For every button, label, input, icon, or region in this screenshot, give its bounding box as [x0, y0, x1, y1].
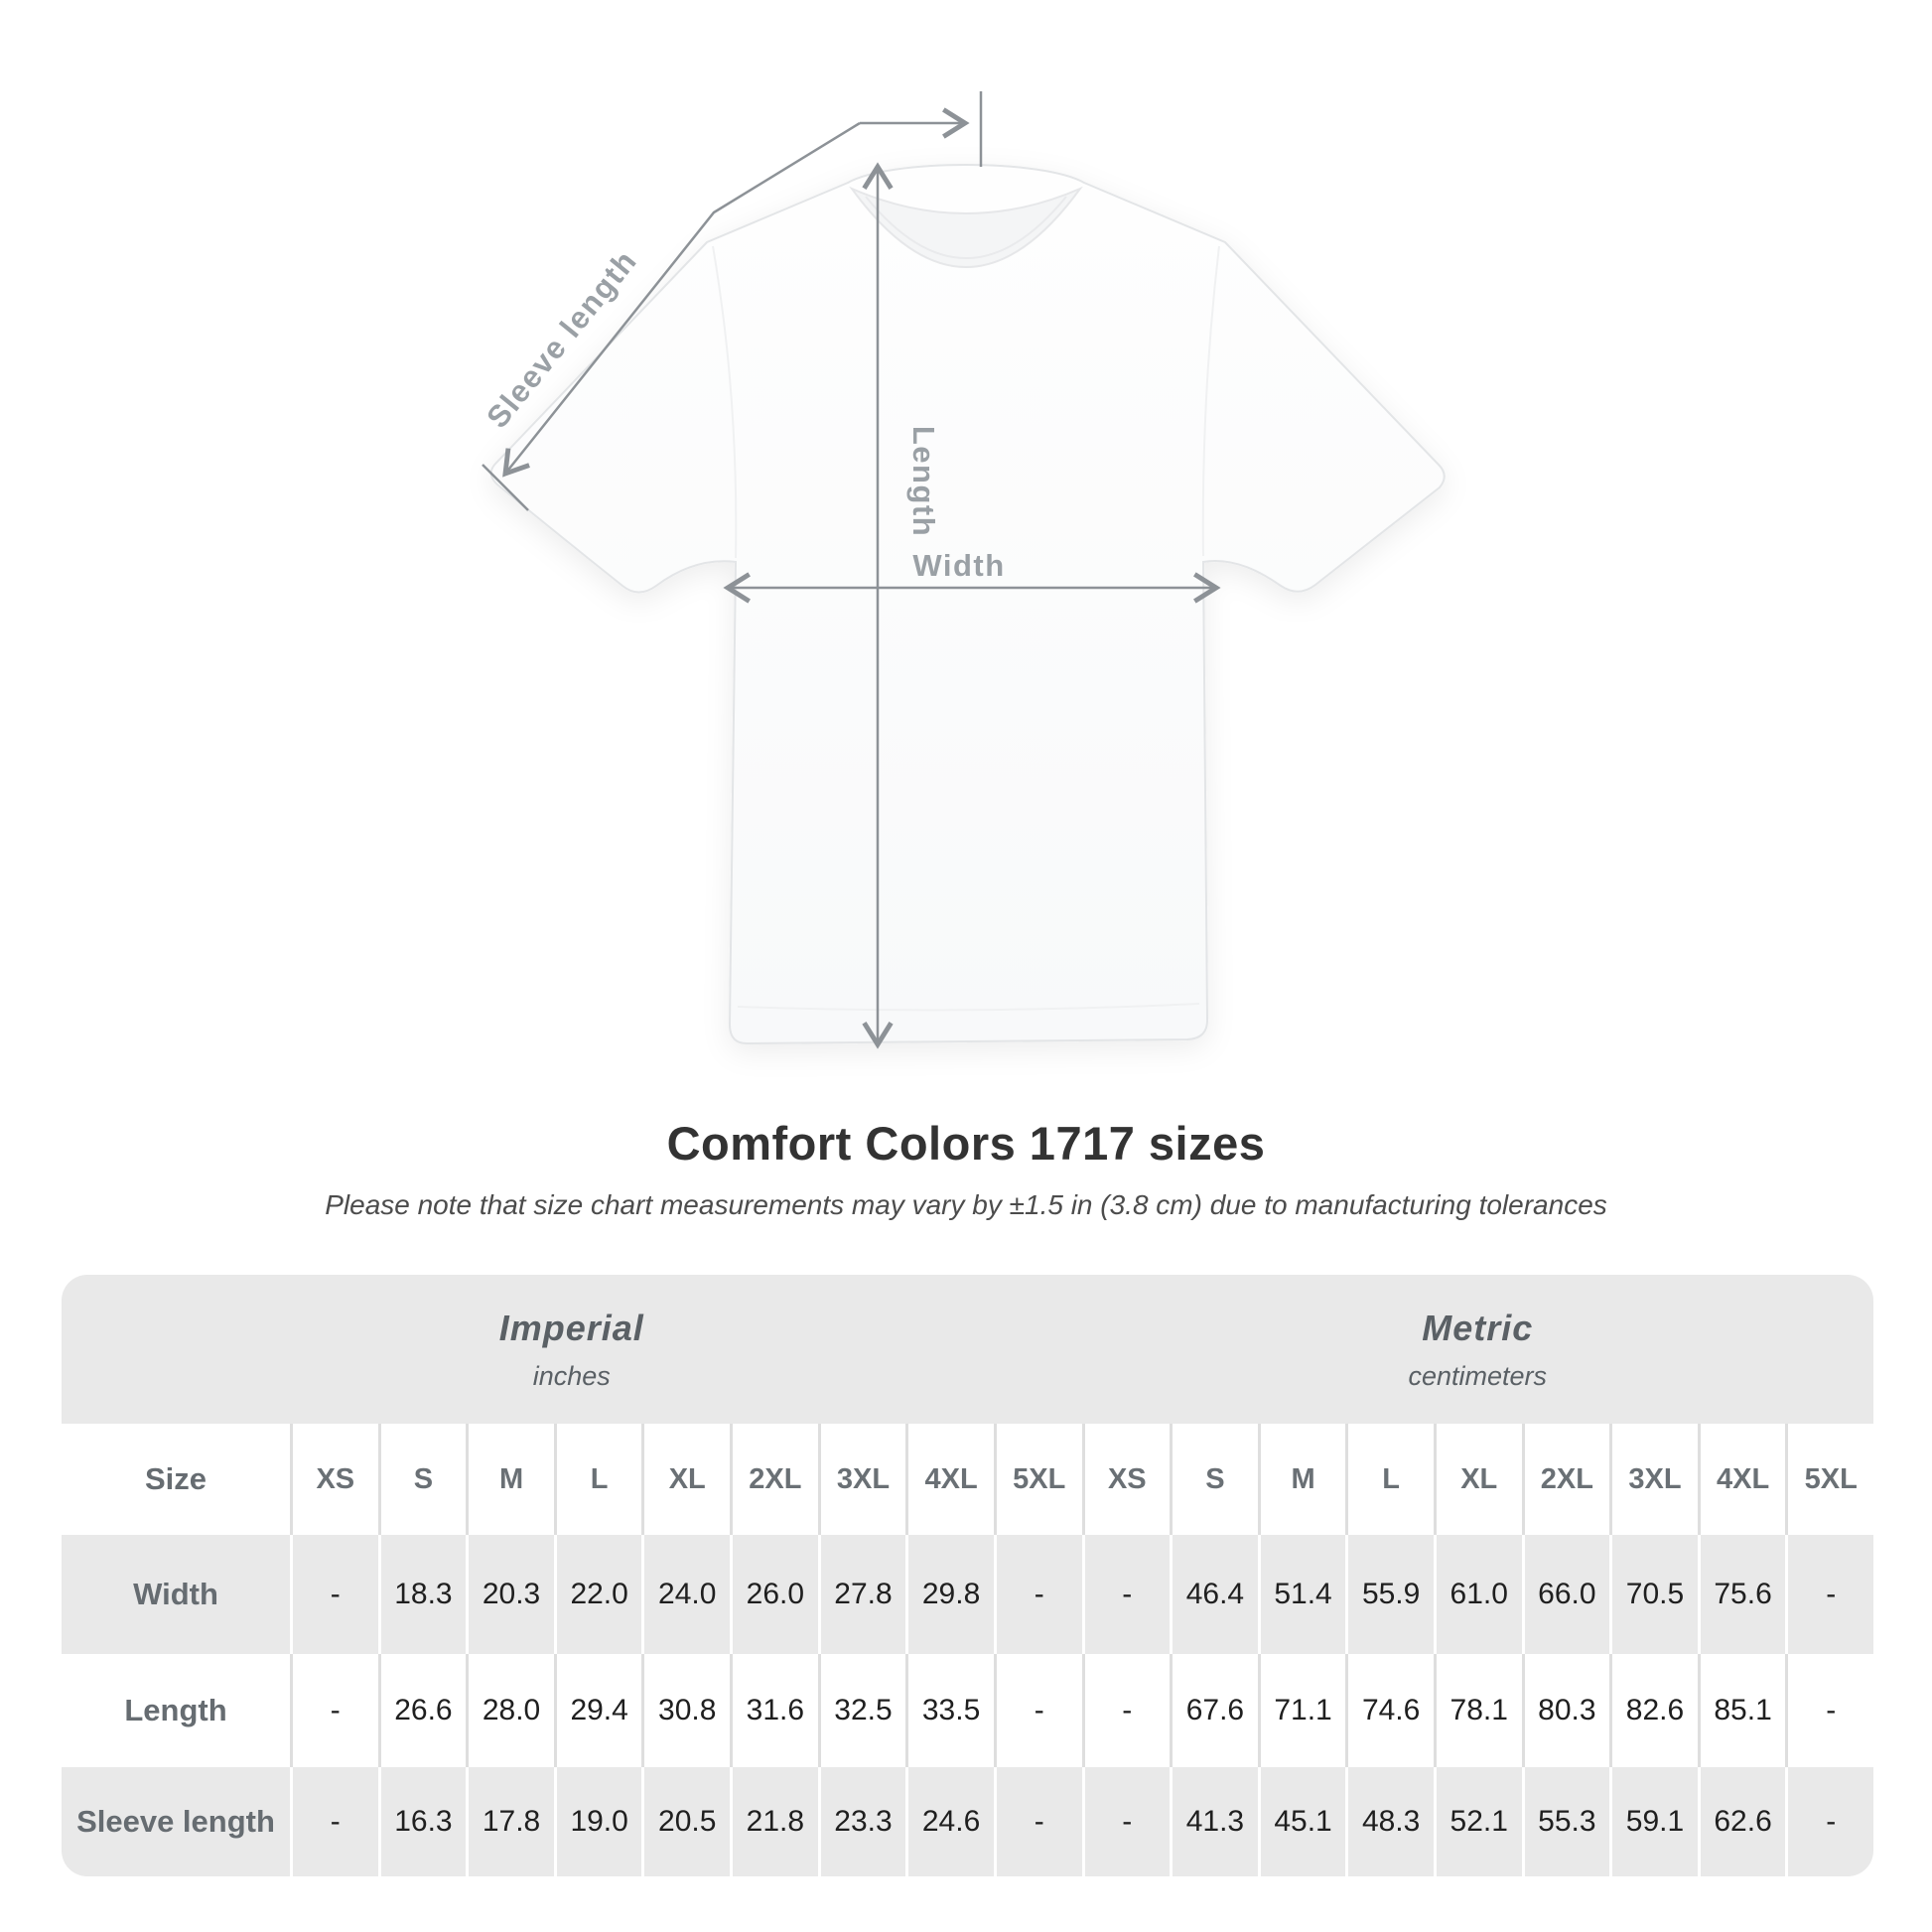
size-column-header: 4XL	[905, 1424, 994, 1535]
size-column-header: M	[1257, 1424, 1346, 1535]
measurement-cell: 18.3	[377, 1535, 467, 1654]
measurement-cell: 24.0	[641, 1535, 731, 1654]
size-column-header: 5XL	[1785, 1424, 1873, 1535]
size-column-header: 3XL	[1609, 1424, 1698, 1535]
tshirt-collar	[849, 186, 1083, 268]
length-label: Length	[906, 426, 941, 537]
measurement-cell: -	[993, 1535, 1082, 1654]
sleeve-length-cuff-tick	[482, 464, 529, 511]
group-header-imperial-units: inches	[532, 1360, 611, 1391]
measurement-cell: 22.0	[553, 1535, 642, 1654]
measurement-cell: 55.3	[1521, 1767, 1610, 1876]
size-column-header: 2XL	[730, 1424, 818, 1535]
size-column-header: S	[1170, 1424, 1258, 1535]
measurement-cell: 26.0	[730, 1535, 818, 1654]
measurement-cell: 21.8	[730, 1767, 818, 1876]
measurement-cell: 52.1	[1433, 1767, 1522, 1876]
measurement-cell: 32.5	[817, 1654, 906, 1767]
measurement-cell: -	[993, 1767, 1082, 1876]
tshirt-left-sleeve-seam	[712, 245, 738, 559]
measurement-cell: 41.3	[1170, 1767, 1258, 1876]
measurement-cell: -	[1785, 1654, 1873, 1767]
measurement-cell: 51.4	[1257, 1535, 1346, 1654]
group-header-metric-units: centimeters	[1408, 1360, 1548, 1391]
measurement-cell: -	[1081, 1535, 1171, 1654]
measurement-cell: 46.4	[1170, 1535, 1258, 1654]
measurement-cell: 19.0	[553, 1767, 642, 1876]
sleeve-length-arrow	[482, 91, 983, 511]
measurement-cell: 85.1	[1697, 1654, 1786, 1767]
measurement-cell: 23.3	[817, 1767, 906, 1876]
measurement-cell: 29.8	[905, 1535, 994, 1654]
page-title: Comfort Colors 1717 sizes	[666, 1117, 1266, 1170]
measurement-cell: 82.6	[1609, 1654, 1698, 1767]
measurement-cell: 67.6	[1170, 1654, 1258, 1767]
size-column-header: 5XL	[993, 1424, 1082, 1535]
size-column-header: 3XL	[817, 1424, 906, 1535]
size-column-header: XS	[290, 1424, 378, 1535]
measurement-cell: 26.6	[377, 1654, 467, 1767]
measurement-cell: 62.6	[1697, 1767, 1786, 1876]
measurement-cell: 27.8	[817, 1535, 906, 1654]
measurement-cell: -	[1785, 1767, 1873, 1876]
measurement-cell: 71.1	[1257, 1654, 1346, 1767]
width-label: Width	[912, 548, 1005, 583]
size-column-header: L	[1345, 1424, 1434, 1535]
size-column-header: XS	[1081, 1424, 1171, 1535]
size-column-header: 2XL	[1521, 1424, 1610, 1535]
row-label: Sleeve length	[62, 1767, 290, 1876]
size-column-header: XL	[641, 1424, 731, 1535]
tshirt-body	[489, 164, 1446, 1045]
measurement-cell: 80.3	[1521, 1654, 1610, 1767]
group-header-metric-label: Metric	[1422, 1307, 1534, 1348]
measurement-cell: 29.4	[553, 1654, 642, 1767]
tshirt-measurement-diagram: Sleeve length Length Width	[480, 91, 1446, 1049]
measurement-cell: -	[1081, 1767, 1171, 1876]
tshirt-illustration	[489, 164, 1446, 1045]
measurement-cell: 66.0	[1521, 1535, 1610, 1654]
measurement-cell: -	[290, 1654, 378, 1767]
size-column-header: 4XL	[1697, 1424, 1786, 1535]
measurement-cell: 31.6	[730, 1654, 818, 1767]
measurement-cell: 55.9	[1345, 1535, 1434, 1654]
measurement-cell: -	[1081, 1654, 1171, 1767]
group-header-imperial-label: Imperial	[498, 1307, 644, 1348]
measurement-cell: -	[993, 1654, 1082, 1767]
measurement-cell: 28.0	[466, 1654, 554, 1767]
group-header-imperial: Imperial inches	[62, 1275, 1082, 1424]
measurement-cell: -	[290, 1535, 378, 1654]
size-column-header: S	[377, 1424, 467, 1535]
size-note: Please note that size chart measurements…	[325, 1189, 1607, 1220]
measurement-cell: 33.5	[905, 1654, 994, 1767]
tshirt-hem-seam	[737, 1003, 1200, 1012]
measurement-cell: 78.1	[1433, 1654, 1522, 1767]
corner-header: Size	[62, 1424, 290, 1535]
measurement-cell: 45.1	[1257, 1767, 1346, 1876]
group-header-metric: Metric centimeters	[1081, 1275, 1873, 1424]
measurement-cell: -	[1785, 1535, 1873, 1654]
measurement-cell: 59.1	[1609, 1767, 1698, 1876]
size-column-header: L	[553, 1424, 642, 1535]
size-table: Imperial inches Metric centimeters Size X…	[62, 1275, 1873, 1876]
measurement-cell: 17.8	[466, 1767, 554, 1876]
measurement-cell: 30.8	[641, 1654, 731, 1767]
measurement-cell: 20.3	[466, 1535, 554, 1654]
size-column-header: XL	[1433, 1424, 1522, 1535]
measurement-cell: 61.0	[1433, 1535, 1522, 1654]
measurement-cell: 20.5	[641, 1767, 731, 1876]
measurement-cell: 48.3	[1345, 1767, 1434, 1876]
measurement-cell: 16.3	[377, 1767, 467, 1876]
measurement-cell: 24.6	[905, 1767, 994, 1876]
measurement-cell: 74.6	[1345, 1654, 1434, 1767]
measurement-cell: -	[290, 1767, 378, 1876]
measurement-cell: 70.5	[1609, 1535, 1698, 1654]
row-label: Length	[62, 1654, 290, 1767]
measurement-cell: 75.6	[1697, 1535, 1786, 1654]
row-label: Width	[62, 1535, 290, 1654]
tshirt-right-sleeve-seam	[1201, 245, 1220, 557]
size-column-header: M	[466, 1424, 554, 1535]
